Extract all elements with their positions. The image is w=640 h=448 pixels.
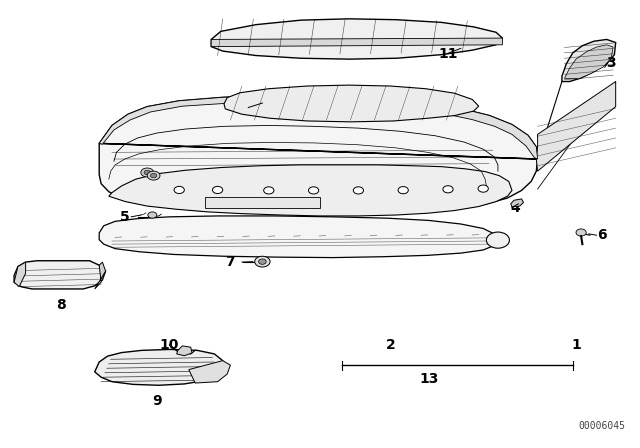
Circle shape: [259, 259, 266, 264]
Circle shape: [212, 186, 223, 194]
Circle shape: [478, 185, 488, 192]
Text: 3: 3: [606, 56, 616, 70]
Polygon shape: [99, 216, 498, 258]
Text: 12: 12: [237, 100, 256, 115]
Circle shape: [144, 170, 150, 175]
Circle shape: [308, 187, 319, 194]
Circle shape: [353, 187, 364, 194]
Circle shape: [147, 171, 160, 180]
Circle shape: [486, 232, 509, 248]
Polygon shape: [99, 96, 538, 159]
Text: 4: 4: [510, 201, 520, 215]
Polygon shape: [511, 199, 524, 207]
Text: 8: 8: [56, 297, 66, 312]
Circle shape: [398, 186, 408, 194]
Text: 7: 7: [225, 255, 236, 269]
Text: 9: 9: [152, 394, 162, 408]
Polygon shape: [189, 361, 230, 383]
Polygon shape: [177, 346, 192, 356]
Polygon shape: [14, 261, 106, 289]
Polygon shape: [224, 85, 479, 122]
Circle shape: [150, 173, 157, 178]
Text: 6: 6: [596, 228, 607, 242]
Text: 13: 13: [419, 371, 438, 386]
Circle shape: [255, 256, 270, 267]
Circle shape: [174, 186, 184, 194]
Circle shape: [148, 212, 157, 218]
Polygon shape: [95, 349, 223, 385]
Circle shape: [576, 229, 586, 236]
Text: 00006045: 00006045: [578, 422, 625, 431]
Polygon shape: [211, 38, 502, 47]
Circle shape: [264, 187, 274, 194]
Polygon shape: [95, 262, 106, 289]
Text: 1: 1: [571, 338, 581, 352]
Text: 10: 10: [160, 338, 179, 352]
Polygon shape: [14, 262, 26, 287]
Polygon shape: [211, 19, 502, 59]
Text: 11: 11: [438, 47, 458, 61]
Text: 2: 2: [385, 338, 396, 352]
Circle shape: [141, 168, 154, 177]
FancyBboxPatch shape: [205, 197, 320, 208]
Circle shape: [443, 185, 453, 193]
Polygon shape: [564, 45, 613, 79]
Polygon shape: [562, 39, 616, 82]
Polygon shape: [99, 96, 538, 214]
Polygon shape: [536, 82, 616, 171]
Text: 5: 5: [120, 210, 130, 224]
Polygon shape: [109, 165, 512, 216]
